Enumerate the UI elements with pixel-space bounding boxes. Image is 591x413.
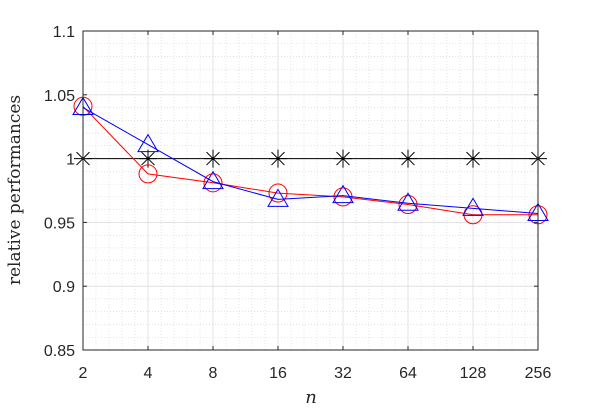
- y-axis-label: relative performances: [5, 95, 25, 285]
- x-tick-label: 2: [79, 365, 88, 382]
- x-tick-label: 8: [209, 365, 218, 382]
- y-tick-label: 0.85: [44, 343, 75, 360]
- data-point-circle: [268, 183, 288, 203]
- data-point-triangle: [462, 197, 484, 216]
- ticks: 2 4 8 16 32 64 128 256 0.85 0.9 0.95 1 1.05 1.1: [44, 24, 552, 382]
- data-point-asterisk: [204, 149, 222, 168]
- y-tick-label: 0.9: [53, 279, 75, 296]
- data-point-triangle: [332, 184, 354, 204]
- series-line: [82, 105, 538, 216]
- data-point-circle: [203, 173, 223, 193]
- x-tick-label: 256: [525, 365, 552, 382]
- data-point-circle: [138, 164, 158, 184]
- data-point-triangle: [397, 192, 419, 211]
- series-line: [82, 107, 539, 214]
- x-tick-label: 64: [399, 365, 417, 382]
- y-tick-label: 1: [66, 152, 75, 169]
- x-tick-label: 16: [269, 365, 287, 382]
- data-point-asterisk: [269, 149, 287, 168]
- y-tick-label: 0.95: [44, 215, 75, 232]
- data-point-triangle: [202, 170, 224, 190]
- plot-area: [83, 31, 538, 350]
- x-tick-label: 4: [144, 365, 153, 382]
- y-tick-label: 1.1: [53, 24, 75, 41]
- plot-frame: [82, 30, 539, 351]
- data-point-asterisk: [464, 149, 482, 168]
- x-axis-label: n: [305, 387, 317, 408]
- x-tick-label: 128: [460, 365, 487, 382]
- y-tick-label: 1.05: [44, 88, 75, 105]
- data-point-circle: [398, 195, 418, 215]
- data-point-triangle: [267, 188, 289, 207]
- data-point-triangle: [137, 133, 159, 153]
- data-point-circle: [463, 205, 483, 225]
- data-point-asterisk: [334, 149, 352, 168]
- data-point-asterisk: [399, 149, 417, 168]
- x-tick-label: 32: [334, 365, 352, 382]
